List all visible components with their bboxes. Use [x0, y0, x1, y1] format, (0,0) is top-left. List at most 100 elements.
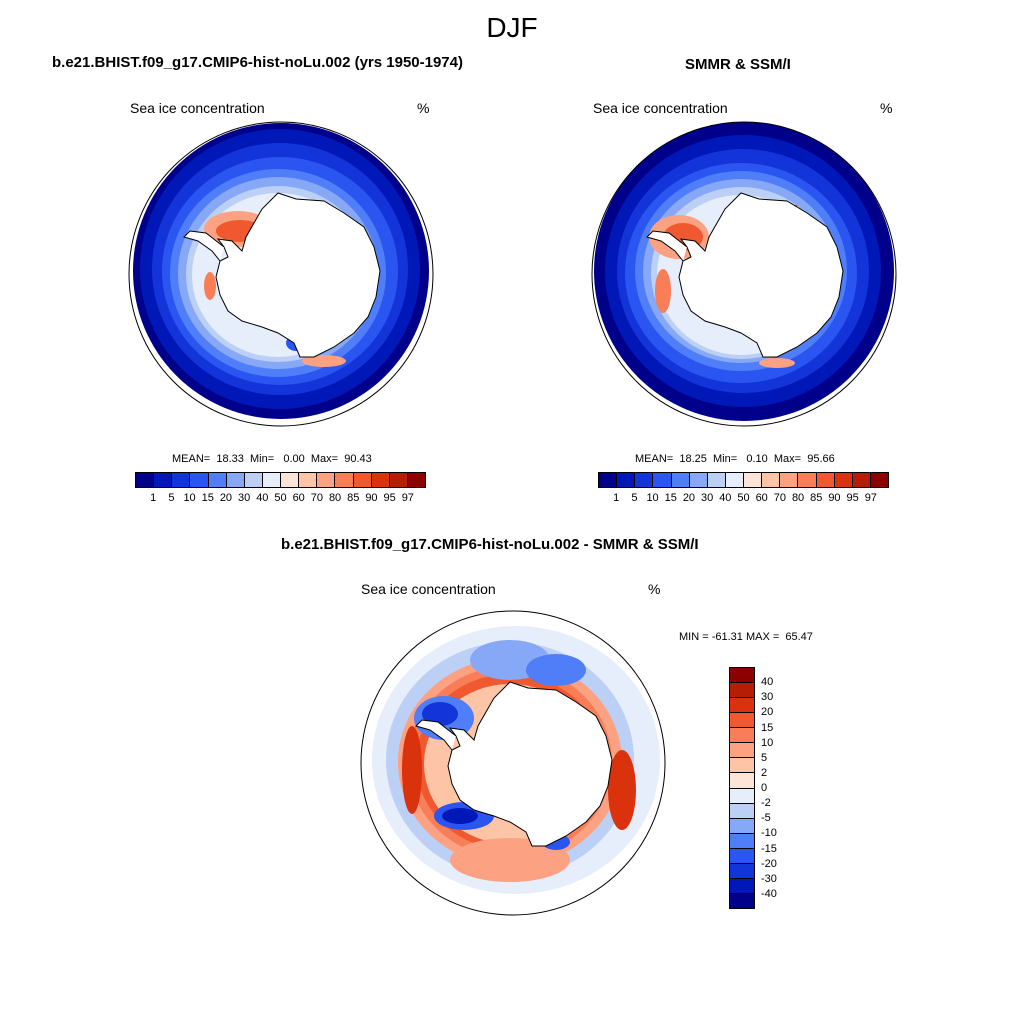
- colorbar-swatch: [798, 473, 817, 487]
- colorbar-tick-label: -10: [761, 827, 777, 840]
- colorbar-swatch: [244, 473, 263, 487]
- colorbar-swatch: [671, 473, 690, 487]
- panel-3-colorbar: [729, 667, 755, 909]
- panel-2-mean-label: MEAN=: [635, 453, 674, 465]
- colorbar-tick-label: 10: [646, 492, 659, 504]
- panel-3-colorbar-ticks: 40 30 20 15 10 5 2 0 -2 -5 -10 -15 -20 -30 -40: [761, 667, 801, 909]
- colorbar-swatch: [262, 473, 281, 487]
- colorbar-tick-label: 5: [761, 751, 768, 764]
- colorbar-swatch: [730, 728, 754, 744]
- colorbar-swatch: [730, 788, 754, 804]
- panel-1-min: 0.00: [283, 453, 305, 465]
- colorbar-tick-label: 20: [682, 492, 696, 504]
- colorbar-tick-label: 95: [383, 492, 396, 504]
- colorbar-swatch: [730, 863, 754, 879]
- panel-2-max-label: Max=: [773, 453, 802, 465]
- panel-1-subtitle: Sea ice concentration: [130, 100, 265, 116]
- colorbar-tick-label: 5: [168, 492, 175, 504]
- main-title: DJF: [486, 12, 538, 43]
- panel-3-map: [360, 610, 666, 916]
- colorbar-tick-label: 1: [150, 492, 157, 504]
- colorbar-swatch: [730, 713, 754, 729]
- colorbar-tick-label: -5: [761, 812, 771, 825]
- colorbar-tick-label: 50: [274, 492, 287, 504]
- panel-1-min-label: Min=: [250, 453, 275, 465]
- panel-2-min: 0.10: [746, 453, 768, 465]
- colorbar-tick-label: 5: [631, 492, 638, 504]
- colorbar-swatch: [635, 473, 654, 487]
- panel-2-colorbar-ticks: 1 5 10 15 20 30 40 50 60 70 80 85 90 95 97: [598, 488, 889, 504]
- colorbar-swatch: [335, 473, 354, 487]
- colorbar-swatch: [689, 473, 708, 487]
- colorbar-tick-label: 10: [183, 492, 196, 504]
- colorbar-tick-label: 90: [365, 492, 378, 504]
- panel-2-max: 95.66: [807, 453, 835, 465]
- panel-1-max: 90.43: [344, 453, 372, 465]
- panel-2-map: [591, 121, 897, 427]
- panel-3-subtitle: Sea ice concentration: [361, 581, 496, 597]
- colorbar-tick-label: 30: [238, 492, 251, 504]
- colorbar-swatch: [744, 473, 763, 487]
- colorbar-swatch: [730, 818, 754, 834]
- panel-3-colorbar-swatches: [729, 667, 755, 909]
- panel-1-map: [128, 121, 434, 427]
- colorbar-swatch: [707, 473, 726, 487]
- colorbar-tick-label: 15: [201, 492, 214, 504]
- colorbar-tick-label: 20: [761, 706, 774, 719]
- colorbar-swatch: [226, 473, 245, 487]
- colorbar-swatch: [208, 473, 227, 487]
- colorbar-swatch: [371, 473, 390, 487]
- colorbar-tick-label: -15: [761, 842, 777, 855]
- colorbar-swatch: [599, 473, 618, 487]
- colorbar-swatch: [730, 683, 754, 699]
- colorbar-swatch: [730, 878, 754, 894]
- panel-3-units: %: [648, 581, 661, 597]
- panel-1-mean: 18.33: [216, 453, 244, 465]
- colorbar-swatch: [407, 473, 425, 487]
- panel-1-units: %: [417, 100, 430, 116]
- panel-2-stats: MEAN= 18.25 Min= 0.10 Max= 95.66: [635, 453, 835, 465]
- colorbar-swatch: [730, 743, 754, 759]
- colorbar-swatch: [834, 473, 853, 487]
- colorbar-swatch: [653, 473, 672, 487]
- panel-1-colorbar: 1 5 10 15 20 30 40 50 60 70 80 85 90 95 97: [135, 472, 426, 504]
- panel-1-colorbar-swatches: [135, 472, 426, 488]
- panel-2-mean: 18.25: [679, 453, 707, 465]
- colorbar-tick-label: 95: [846, 492, 859, 504]
- colorbar-swatch: [730, 773, 754, 789]
- colorbar-swatch: [730, 848, 754, 864]
- colorbar-swatch: [730, 893, 754, 908]
- panel-1-max-label: Max=: [310, 453, 339, 465]
- colorbar-tick-label: 2: [761, 766, 768, 779]
- colorbar-swatch: [317, 473, 336, 487]
- colorbar-swatch: [852, 473, 871, 487]
- colorbar-tick-label: 50: [737, 492, 750, 504]
- colorbar-swatch: [780, 473, 799, 487]
- colorbar-swatch: [730, 833, 754, 849]
- panel-3-title: b.e21.BHIST.f09_g17.CMIP6-hist-noLu.002 …: [281, 536, 699, 553]
- colorbar-tick-label: 60: [755, 492, 768, 504]
- colorbar-swatch: [730, 668, 754, 684]
- colorbar-swatch: [172, 473, 191, 487]
- colorbar-tick-label: 0: [761, 782, 768, 794]
- panel-2-title: SMMR & SSM/I: [685, 56, 791, 73]
- colorbar-swatch: [154, 473, 173, 487]
- colorbar-swatch: [617, 473, 636, 487]
- colorbar-tick-label: 1: [613, 492, 620, 504]
- colorbar-swatch: [730, 758, 754, 774]
- colorbar-tick-label: 80: [328, 492, 342, 504]
- panel-2-units: %: [880, 100, 893, 116]
- colorbar-tick-label: 40: [719, 492, 732, 504]
- panel-2-colorbar-swatches: [598, 472, 889, 488]
- colorbar-tick-label: 85: [347, 492, 360, 504]
- colorbar-tick-label: 90: [828, 492, 841, 504]
- colorbar-tick-label: 40: [761, 676, 774, 689]
- panel-3-minmax: MIN = -61.31 MAX = 65.47: [679, 631, 813, 643]
- panel-1-mean-label: MEAN=: [172, 453, 211, 465]
- colorbar-tick-label: 80: [791, 492, 805, 504]
- colorbar-swatch: [299, 473, 318, 487]
- colorbar-tick-label: -20: [761, 857, 777, 870]
- colorbar-tick-label: 60: [292, 492, 305, 504]
- colorbar-swatch: [816, 473, 835, 487]
- colorbar-tick-label: 70: [310, 492, 323, 504]
